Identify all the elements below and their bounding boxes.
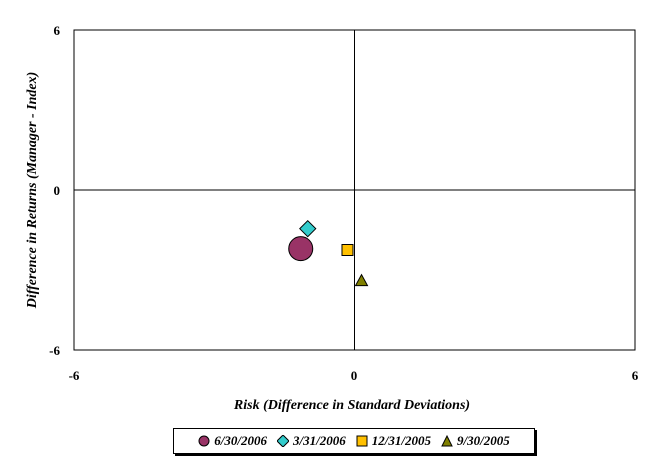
data-point-triangle: [354, 273, 369, 287]
legend-item-series-4: 9/30/2005: [441, 433, 510, 449]
x-tick-mid: 0: [351, 368, 358, 383]
diamond-marker-icon: [277, 435, 290, 447]
y-tick-bottom: -6: [49, 343, 60, 358]
y-tick-mid: 0: [54, 183, 61, 198]
data-points: [288, 219, 369, 287]
circle-marker-icon: [198, 435, 210, 447]
legend-label: 9/30/2005: [456, 433, 510, 448]
legend-item-series-2: 3/31/2006: [277, 433, 346, 449]
legend-label: 6/30/2006: [214, 433, 268, 448]
legend: 6/30/2006 3/31/2006 12/31/2005 9/30/2005: [173, 428, 535, 454]
legend-label: 12/31/2005: [371, 433, 431, 448]
x-tick-right: 6: [632, 368, 639, 383]
legend-item-series-1: 6/30/2006: [198, 433, 267, 449]
x-axis-title: Risk (Difference in Standard Deviations): [233, 398, 470, 413]
legend-label: 3/31/2006: [293, 433, 346, 448]
data-point-circle: [288, 236, 314, 262]
x-tick-left: -6: [69, 368, 80, 383]
data-point-square: [341, 244, 354, 256]
y-tick-top: 6: [54, 23, 61, 38]
y-axis-title: Difference in Returns (Manager - Index): [25, 72, 40, 310]
square-marker-icon: [356, 435, 368, 447]
data-point-diamond: [299, 219, 317, 238]
legend-item-series-3: 12/31/2005: [356, 433, 431, 449]
triangle-marker-icon: [441, 435, 453, 447]
